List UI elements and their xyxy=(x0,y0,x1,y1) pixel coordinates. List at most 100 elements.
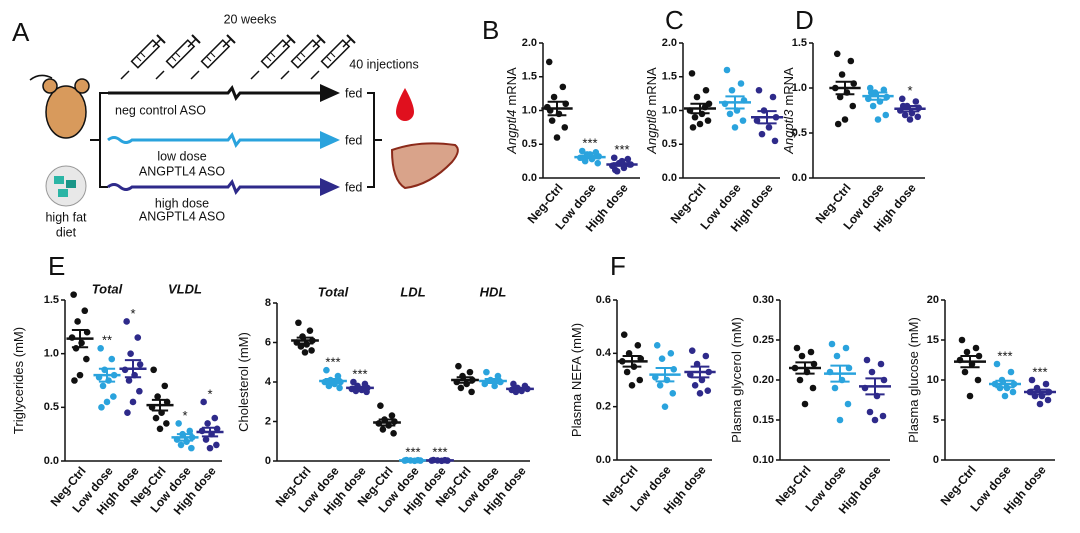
y-tick-label: 5 xyxy=(933,414,939,426)
data-point xyxy=(455,362,462,370)
section-label: Total xyxy=(92,281,123,296)
arm-label: neg control ASO xyxy=(115,103,206,117)
significance: *** xyxy=(997,348,1012,363)
liver xyxy=(390,142,459,190)
data-point xyxy=(545,58,553,66)
error-bar xyxy=(995,379,1015,389)
data-point xyxy=(833,352,841,360)
y-axis-label: Cholesterol (mM) xyxy=(236,332,251,432)
panel-label: C xyxy=(665,5,684,35)
schematic xyxy=(29,34,459,207)
data-point xyxy=(758,130,766,138)
error-bar xyxy=(456,376,474,384)
data-point xyxy=(698,376,706,384)
error-bar xyxy=(865,377,885,396)
arrowhead xyxy=(320,131,340,149)
outcome: fed xyxy=(345,133,362,147)
y-tick-label: 0.0 xyxy=(792,172,807,184)
data-point xyxy=(71,377,78,384)
y-axis-label: Plasma NEFA (mM) xyxy=(569,323,584,437)
data-point xyxy=(828,340,836,348)
y-tick-label: 0.0 xyxy=(596,454,611,466)
error-bar xyxy=(580,154,600,160)
data-point xyxy=(161,382,169,390)
data-point xyxy=(874,116,882,123)
y-axis-label: Angptl3 mRNA xyxy=(781,67,796,155)
data-point xyxy=(688,70,696,77)
y-tick-label: 1.5 xyxy=(44,294,59,306)
error-bar xyxy=(960,355,980,369)
y-tick-label: 0.15 xyxy=(753,414,774,426)
error-bar xyxy=(612,162,632,167)
data-point xyxy=(656,382,664,389)
data-point xyxy=(880,86,888,94)
y-tick-label: 1.5 xyxy=(792,37,807,49)
data-point xyxy=(611,166,619,174)
panel-label: E xyxy=(48,251,65,281)
data-point xyxy=(689,124,697,131)
data-point xyxy=(1001,392,1009,400)
y-axis-label-part: Angptl4 xyxy=(504,110,519,155)
data-point xyxy=(550,93,558,101)
data-point xyxy=(136,361,144,368)
data-point xyxy=(914,113,922,121)
pellet xyxy=(54,176,64,184)
data-point xyxy=(323,366,330,374)
arm-label: ANGPTL4 ASO xyxy=(139,209,225,223)
data-point xyxy=(188,444,195,452)
y-axis-label: Plasma glucose (mM) xyxy=(906,317,921,443)
y-tick-label: 0 xyxy=(265,455,271,467)
data-point xyxy=(466,368,474,376)
y-tick-label: 1.0 xyxy=(44,348,59,360)
error-bar xyxy=(201,426,219,438)
data-point xyxy=(108,355,116,363)
data-point xyxy=(301,349,309,356)
data-point xyxy=(704,117,712,124)
data-point xyxy=(334,372,342,380)
y-tick-label: 1.5 xyxy=(662,71,677,83)
data-point xyxy=(807,348,815,356)
mouse-ear xyxy=(42,78,58,94)
arm-line xyxy=(107,132,322,148)
data-point xyxy=(879,412,887,420)
significance: * xyxy=(207,386,212,401)
data-point xyxy=(961,368,969,376)
y-tick-label: 0.30 xyxy=(753,294,774,306)
significance: *** xyxy=(582,135,597,150)
data-point xyxy=(129,398,137,406)
significance: *** xyxy=(352,366,367,381)
data-point xyxy=(836,416,844,424)
data-point xyxy=(125,377,133,384)
data-point xyxy=(213,441,220,449)
data-point xyxy=(127,350,134,357)
y-tick-label: 0.25 xyxy=(753,334,774,346)
data-point xyxy=(548,117,556,124)
y-tick-label: 15 xyxy=(927,334,939,346)
y-axis-label: Angptl4 mRNA xyxy=(504,67,519,155)
data-point xyxy=(636,376,644,384)
data-point xyxy=(152,414,160,422)
data-point xyxy=(796,376,804,384)
outcome: fed xyxy=(345,180,362,194)
data-point xyxy=(661,403,669,410)
data-point xyxy=(696,390,704,397)
data-point xyxy=(610,154,618,162)
data-point xyxy=(691,113,699,121)
error-bar xyxy=(296,336,314,345)
data-point xyxy=(847,57,855,65)
data-point xyxy=(177,441,185,449)
error-bar xyxy=(830,364,850,383)
data-point xyxy=(809,384,817,392)
error-bar xyxy=(725,95,745,110)
data-point xyxy=(831,384,839,392)
error-bar xyxy=(690,102,710,115)
error-bar xyxy=(1030,388,1050,396)
error-bar xyxy=(378,418,396,427)
data-point xyxy=(202,436,210,443)
data-point xyxy=(295,319,302,327)
y-tick-label: 0.5 xyxy=(44,401,59,413)
data-point xyxy=(623,368,631,376)
y-tick-label: 0.5 xyxy=(792,127,807,139)
data-point xyxy=(468,388,475,396)
y-tick-label: 0.2 xyxy=(596,401,611,413)
